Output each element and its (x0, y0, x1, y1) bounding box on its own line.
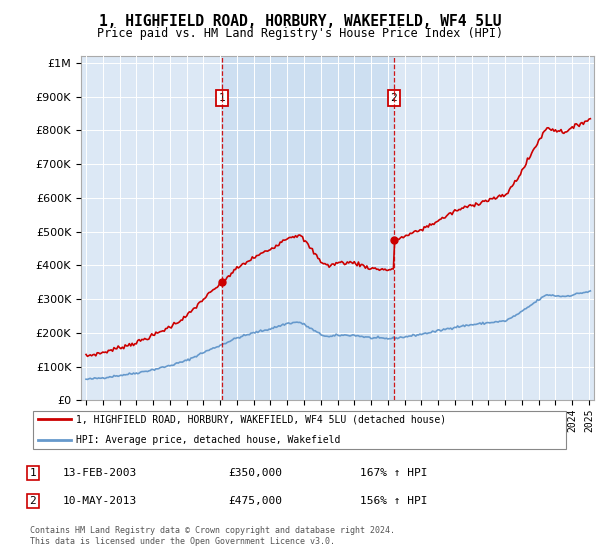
Text: 2: 2 (391, 93, 397, 103)
Text: 156% ↑ HPI: 156% ↑ HPI (360, 496, 427, 506)
Text: HPI: Average price, detached house, Wakefield: HPI: Average price, detached house, Wake… (76, 435, 340, 445)
FancyBboxPatch shape (33, 411, 566, 449)
Text: £350,000: £350,000 (228, 468, 282, 478)
Text: £475,000: £475,000 (228, 496, 282, 506)
Text: 1: 1 (219, 93, 226, 103)
Text: Price paid vs. HM Land Registry's House Price Index (HPI): Price paid vs. HM Land Registry's House … (97, 27, 503, 40)
Text: 1: 1 (29, 468, 37, 478)
Text: 167% ↑ HPI: 167% ↑ HPI (360, 468, 427, 478)
Text: 13-FEB-2003: 13-FEB-2003 (63, 468, 137, 478)
Text: 1, HIGHFIELD ROAD, HORBURY, WAKEFIELD, WF4 5LU: 1, HIGHFIELD ROAD, HORBURY, WAKEFIELD, W… (99, 14, 501, 29)
Text: 2: 2 (29, 496, 37, 506)
Text: 1, HIGHFIELD ROAD, HORBURY, WAKEFIELD, WF4 5LU (detached house): 1, HIGHFIELD ROAD, HORBURY, WAKEFIELD, W… (76, 414, 446, 424)
Text: 10-MAY-2013: 10-MAY-2013 (63, 496, 137, 506)
Text: Contains HM Land Registry data © Crown copyright and database right 2024.
This d: Contains HM Land Registry data © Crown c… (30, 526, 395, 546)
Bar (222, 56, 394, 400)
